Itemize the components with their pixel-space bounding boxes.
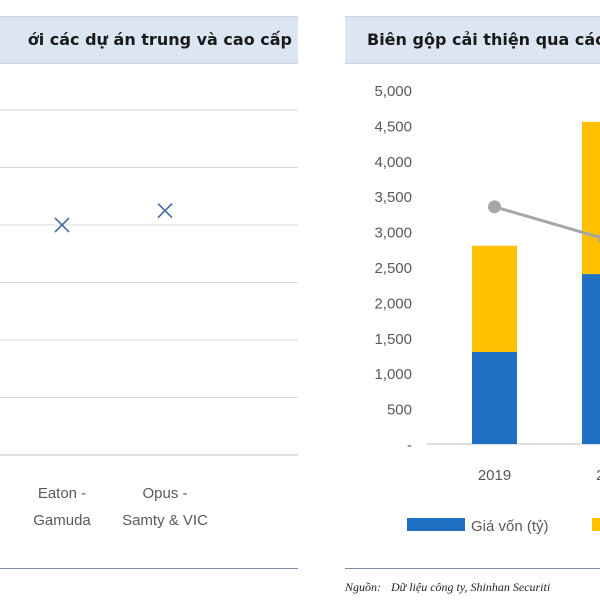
y-tick-label: 4,000	[374, 154, 412, 171]
bar-segment-cost	[582, 274, 600, 444]
right-chart-panel: Biên gộp cải thiện qua các 5,000 4,500 4,0…	[345, 0, 600, 600]
marker-stroke	[157, 203, 173, 219]
source-note: Nguồn: Dữ liệu công ty, Shinhan Securiti	[345, 580, 560, 595]
x-tick-label: 20	[596, 467, 600, 484]
left-chart-panel: ới các dự án trung và cao cấp Eaton - Gam…	[0, 0, 298, 600]
left-bottom-rule	[0, 568, 298, 569]
y-tick-label: 3,500	[374, 189, 412, 206]
trend-point	[488, 200, 501, 214]
y-tick-label: 1,500	[374, 331, 412, 348]
y-tick-label: 2,000	[374, 295, 412, 312]
source-text: Dữ liệu công ty, Shinhan Securiti	[391, 580, 551, 594]
bar-segment-cost	[472, 351, 517, 444]
legend-swatch-profit	[592, 518, 600, 531]
trend-line	[494, 205, 600, 239]
scatter-point	[157, 203, 173, 219]
right-chart: 5,000 4,500 4,000 3,500 3,000 2,500 2,000 1,500…	[374, 83, 600, 535]
y-tick-label: 2,500	[374, 260, 412, 277]
left-title-bar	[0, 16, 298, 64]
bar-segment-profit	[472, 245, 517, 352]
x-tick-label: Gamuda	[33, 512, 91, 529]
y-tick-label: -	[407, 437, 412, 454]
left-chart: Eaton - Gamuda Opus - Samty & VIC	[0, 109, 298, 529]
y-tick-label: 4,500	[374, 118, 412, 135]
scatter-point	[54, 217, 70, 233]
legend-swatch-cost	[407, 518, 465, 531]
x-tick-label: Samty & VIC	[122, 512, 208, 529]
y-tick-label: 1,000	[374, 366, 412, 383]
bar-segment-profit	[582, 121, 600, 275]
source-label: Nguồn:	[345, 580, 381, 594]
right-chart-title: Biên gộp cải thiện qua các	[367, 30, 600, 49]
right-bottom-rule	[345, 568, 600, 569]
marker-stroke	[54, 217, 70, 233]
x-tick-label: Opus -	[142, 485, 187, 502]
left-chart-title: ới các dự án trung và cao cấp	[27, 30, 292, 49]
x-tick-label: Eaton -	[38, 485, 86, 502]
right-title-bar	[345, 16, 600, 64]
y-tick-label: 500	[387, 402, 412, 419]
x-tick-label: 2019	[478, 467, 511, 484]
y-tick-label: 5,000	[374, 83, 412, 100]
legend-label-cost: Giá vốn (tỷ)	[471, 518, 549, 535]
y-tick-label: 3,000	[374, 225, 412, 242]
